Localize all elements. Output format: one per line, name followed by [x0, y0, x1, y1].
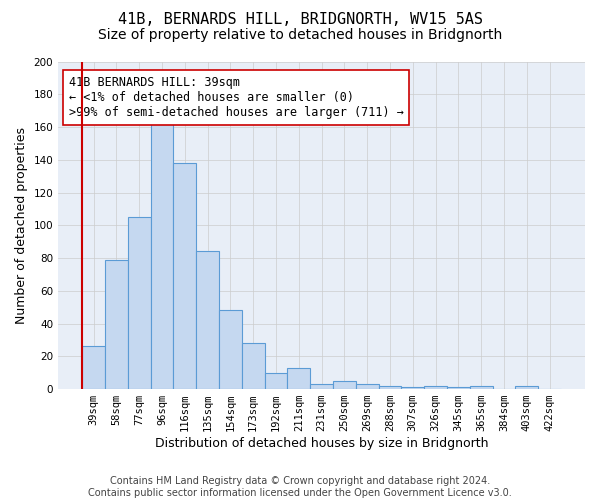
Bar: [105, 260, 128, 389]
Text: Contains HM Land Registry data © Crown copyright and database right 2024.
Contai: Contains HM Land Registry data © Crown c…: [88, 476, 512, 498]
Bar: [242, 343, 265, 389]
Bar: [333, 381, 356, 389]
Bar: [265, 372, 287, 389]
Bar: [379, 386, 401, 389]
Text: Size of property relative to detached houses in Bridgnorth: Size of property relative to detached ho…: [98, 28, 502, 42]
Bar: [470, 386, 493, 389]
Bar: [424, 386, 447, 389]
Bar: [82, 346, 105, 389]
Text: 41B BERNARDS HILL: 39sqm
← <1% of detached houses are smaller (0)
>99% of semi-d: 41B BERNARDS HILL: 39sqm ← <1% of detach…: [69, 76, 404, 119]
X-axis label: Distribution of detached houses by size in Bridgnorth: Distribution of detached houses by size …: [155, 437, 488, 450]
Bar: [287, 368, 310, 389]
Bar: [356, 384, 379, 389]
Bar: [310, 384, 333, 389]
Bar: [447, 388, 470, 389]
Bar: [196, 252, 219, 389]
Bar: [401, 388, 424, 389]
Bar: [128, 217, 151, 389]
Text: 41B, BERNARDS HILL, BRIDGNORTH, WV15 5AS: 41B, BERNARDS HILL, BRIDGNORTH, WV15 5AS: [118, 12, 482, 28]
Bar: [173, 163, 196, 389]
Bar: [219, 310, 242, 389]
Y-axis label: Number of detached properties: Number of detached properties: [15, 127, 28, 324]
Bar: [151, 119, 173, 389]
Bar: [515, 386, 538, 389]
